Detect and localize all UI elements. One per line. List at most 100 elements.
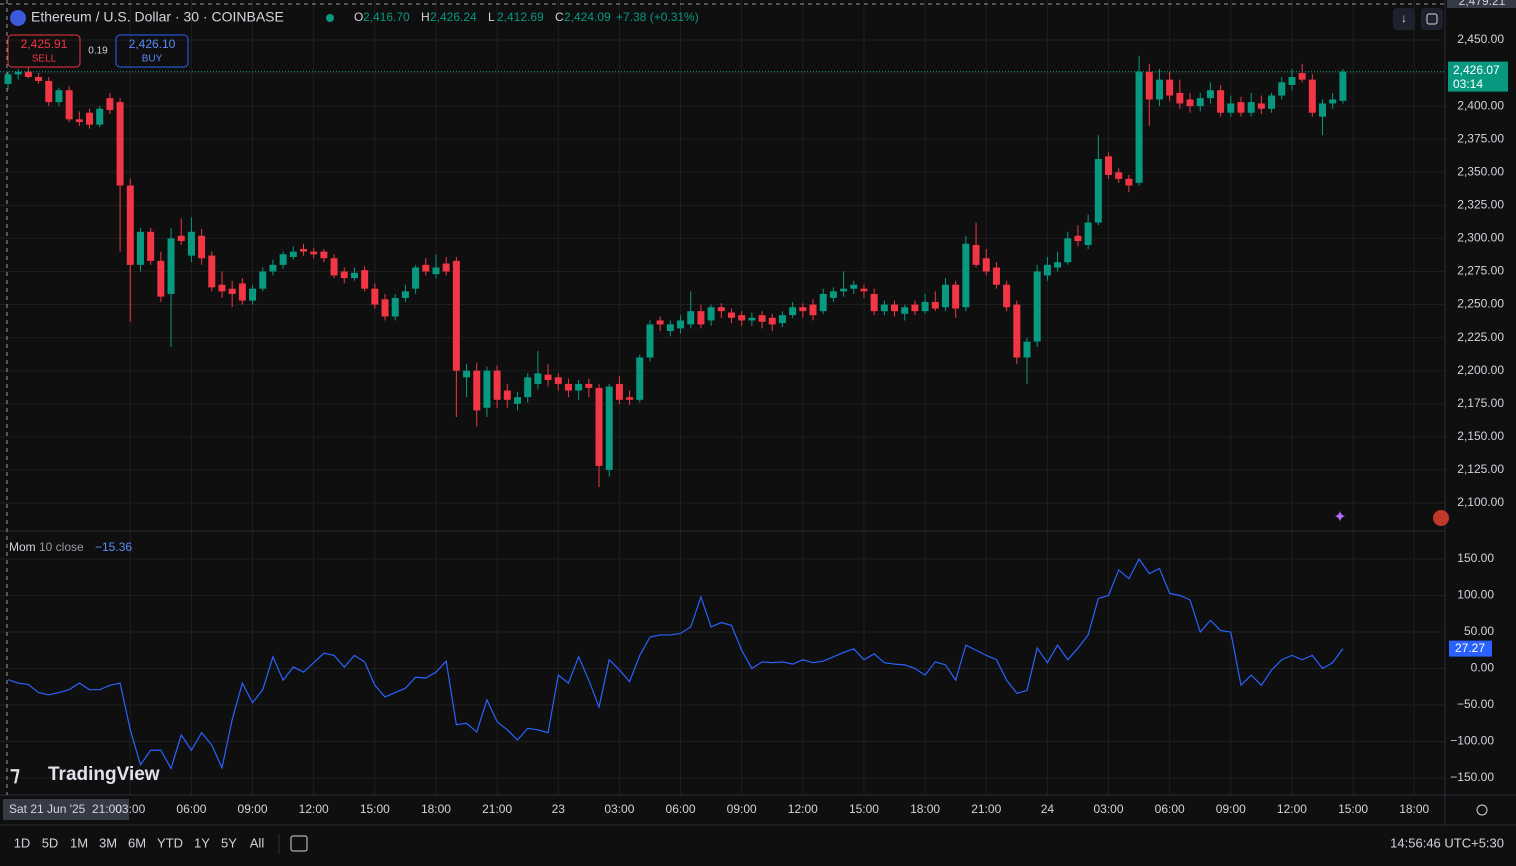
timeframe-button[interactable]: 1D: [14, 835, 31, 850]
candle-body: [1013, 304, 1021, 358]
settings-icon[interactable]: [1476, 804, 1488, 816]
candle-body: [371, 288, 379, 305]
flag-icon[interactable]: [1433, 510, 1449, 526]
candle-body: [1054, 262, 1062, 268]
candle-body: [941, 284, 949, 308]
candle-body: [982, 258, 990, 272]
candle-body: [880, 304, 888, 312]
candle-body: [106, 98, 114, 111]
x-tick-label: 23: [552, 802, 566, 816]
candle-body: [534, 373, 542, 384]
candle-body: [636, 357, 644, 400]
scroll-icon[interactable]: ↓: [1401, 11, 1407, 25]
candle-body: [1003, 284, 1011, 308]
crosshair-time: 21:00: [92, 802, 122, 816]
candle-body: [177, 235, 185, 242]
timeframe-button[interactable]: 5Y: [221, 835, 237, 850]
candle-body: [14, 71, 22, 75]
timeframe-button[interactable]: 1Y: [194, 835, 210, 850]
timeframe-button[interactable]: All: [250, 835, 265, 850]
fullscreen-button[interactable]: [1421, 8, 1443, 30]
brand: TradingView: [48, 764, 160, 785]
candle-body: [1196, 98, 1204, 107]
x-tick-label: 18:00: [1399, 802, 1429, 816]
candle-body: [789, 307, 797, 316]
buy-label[interactable]: BUY: [142, 54, 163, 65]
y-tick-label: 2,300.00: [1457, 231, 1504, 245]
timeframe-button[interactable]: 3M: [99, 835, 117, 850]
momentum-line: [7, 557, 1344, 771]
y-tick-label: 2,375.00: [1457, 131, 1504, 145]
sell-price[interactable]: 2,425.91: [21, 37, 68, 51]
x-tick-label: 12:00: [299, 802, 329, 816]
candle-body: [585, 383, 593, 388]
legend-change: +7.38 (+0.31%): [616, 10, 699, 24]
candle-body: [687, 311, 695, 325]
candle-body: [24, 71, 32, 77]
candle-body: [391, 297, 399, 317]
timeframe-button[interactable]: 5D: [42, 835, 59, 850]
crosshair-time-tag: [3, 799, 129, 820]
candle-body: [289, 251, 297, 257]
x-tick-label: 18:00: [421, 802, 451, 816]
timeframe-button[interactable]: 1M: [70, 835, 88, 850]
fullscreen-icon[interactable]: [1426, 13, 1438, 25]
date-range-icon[interactable]: [290, 835, 308, 852]
candle-body: [452, 260, 460, 371]
candle-body: [1105, 156, 1113, 175]
candle-body: [381, 299, 389, 317]
candle-body: [55, 90, 63, 103]
candle-body: [442, 263, 450, 272]
candle-body: [463, 370, 471, 378]
candle-body: [218, 284, 226, 292]
timeframe-button[interactable]: 6M: [128, 835, 146, 850]
candle-body: [96, 108, 104, 125]
candle-body: [901, 307, 909, 314]
candle-body: [228, 288, 236, 294]
legend-value: 2,416.70: [363, 10, 410, 24]
candle-body: [116, 102, 124, 186]
sell-button[interactable]: [7, 34, 81, 68]
y-tick-label: 2,325.00: [1457, 198, 1504, 212]
candle-body: [1155, 79, 1163, 100]
candle-body: [605, 386, 613, 470]
assistant-icon[interactable]: ✦: [1333, 509, 1346, 526]
candle-body: [677, 320, 685, 329]
scroll-button[interactable]: [1393, 8, 1415, 30]
candle-body: [850, 284, 858, 289]
legend-key: H: [421, 10, 430, 24]
timeframe-button[interactable]: YTD: [157, 835, 183, 850]
y-tick-label: 2,275.00: [1457, 264, 1504, 278]
candle-body: [554, 377, 562, 384]
candle-body: [727, 312, 735, 318]
candle-body: [1237, 102, 1245, 113]
candle-body: [136, 231, 144, 265]
candle-body: [422, 264, 430, 272]
x-tick-label: 21:00: [482, 802, 512, 816]
buy-price[interactable]: 2,426.10: [129, 37, 176, 51]
x-tick-label: 09:00: [238, 802, 268, 816]
x-tick-label: 15:00: [849, 802, 879, 816]
candle-body: [279, 254, 287, 265]
symbol-title: Ethereum / U.S. Dollar · 30 · COINBASE: [31, 9, 284, 25]
candle-body: [167, 238, 175, 294]
candle-body: [626, 397, 634, 400]
legend-key: C: [555, 10, 564, 24]
x-tick-label: 18:00: [910, 802, 940, 816]
candle-body: [962, 243, 970, 308]
candle-body: [778, 315, 786, 324]
candle-body: [1023, 341, 1031, 358]
y-tick-label: 2,250.00: [1457, 297, 1504, 311]
buy-button[interactable]: [115, 34, 189, 68]
candle-body: [1308, 79, 1316, 113]
candle-body: [1206, 90, 1214, 99]
candle-body: [544, 374, 552, 380]
last-price: 2,426.07: [1453, 63, 1500, 77]
candle-body: [1135, 71, 1143, 183]
x-tick-label: 06:00: [666, 802, 696, 816]
y-tick-label: 2,150.00: [1457, 429, 1504, 443]
sell-label[interactable]: SELL: [32, 54, 57, 65]
candle-body: [187, 231, 195, 256]
